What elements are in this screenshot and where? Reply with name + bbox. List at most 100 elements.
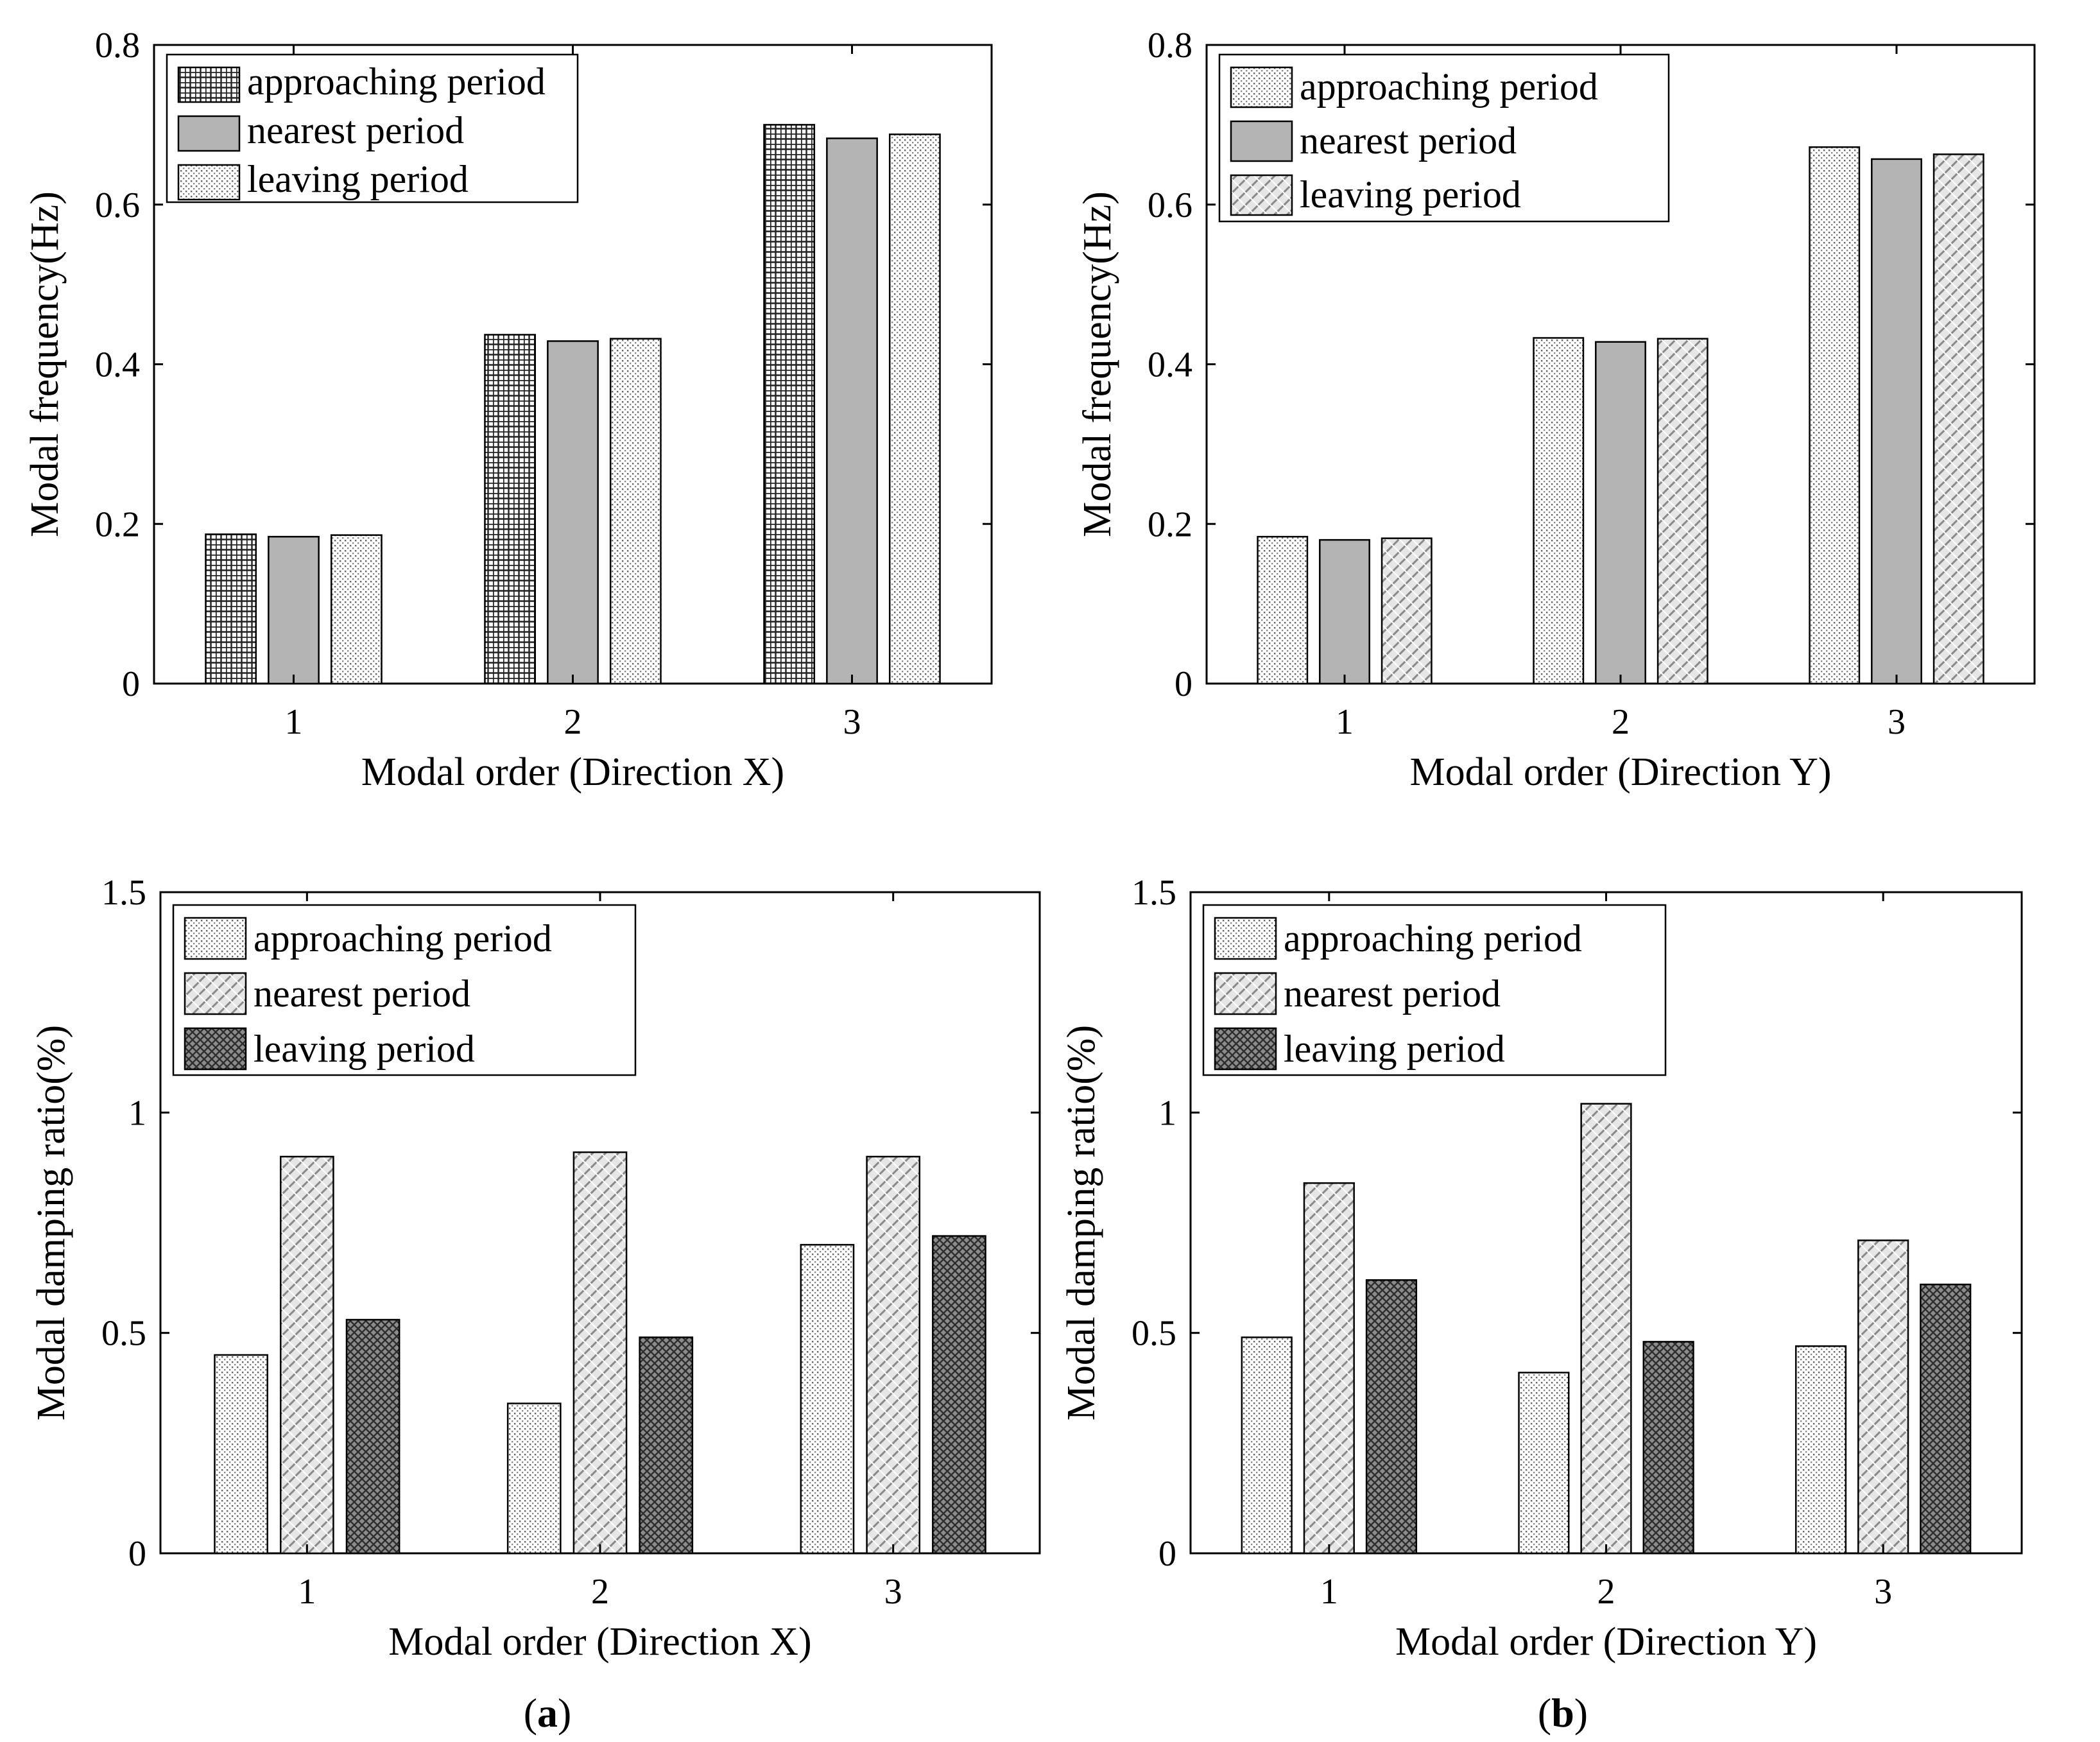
bar-approaching-period-2: [1518, 1372, 1570, 1555]
y-axis-label: Modal damping ratio(%): [30, 1025, 73, 1420]
panel-label-a-close: ): [558, 1690, 571, 1736]
bar-leaving-period-1: [345, 1318, 400, 1555]
x-axis-label: Modal order (Direction Y): [1395, 1620, 1817, 1664]
bar-nearest-period-2: [547, 340, 599, 685]
y-tick-label: 0: [122, 664, 140, 704]
panel-label-b-close: ): [1574, 1690, 1588, 1736]
legend-swatch-nearest-period: [1230, 120, 1293, 162]
legend-entry-approaching-period: approaching period: [1284, 917, 1582, 960]
bar-nearest-period-1: [1319, 539, 1370, 685]
legend-entry-approaching-period: approaching period: [254, 917, 552, 960]
y-tick-label: 0.2: [95, 504, 140, 544]
bar-approaching-period-2: [484, 334, 537, 685]
y-tick-label: 0.4: [1148, 345, 1192, 385]
chart-frequency-direction-x: 0 0.2 0.4 0.6 0.8 1 2 3 Modal order (Direction X…: [23, 26, 993, 794]
x-tick-label: 1: [298, 1572, 316, 1612]
y-tick-label: 0: [1175, 664, 1192, 704]
x-tick-label: 2: [591, 1572, 609, 1612]
bar-approaching-period-3: [800, 1244, 855, 1555]
chart-frequency-direction-y: 0 0.2 0.4 0.6 0.8 1 2 3 Modal order (Direction Y…: [1076, 26, 2036, 794]
panel-label-b: (b): [1538, 1690, 1588, 1736]
legend-entry-leaving-period: leaving period: [247, 158, 469, 200]
chart-damping-direction-y: 0 0.5 1 1.5 1 2 3 Modal order (Direction Y) Moda…: [1060, 873, 2023, 1664]
y-tick-label: 0.5: [1132, 1314, 1176, 1354]
x-tick-label: 3: [1888, 702, 1906, 742]
x-tick-label: 3: [884, 1572, 902, 1612]
bar-leaving-period-3: [1920, 1283, 1972, 1555]
y-tick-label: 0.6: [1148, 185, 1192, 225]
y-tick-label: 0.8: [95, 26, 140, 65]
legend-entry-leaving-period: leaving period: [254, 1028, 475, 1070]
bar-leaving-period-1: [330, 534, 383, 685]
x-tick-label: 1: [1336, 702, 1354, 742]
legend: approaching period nearest period leaving …: [1218, 53, 1670, 223]
legend-swatch-leaving-period: [1230, 174, 1293, 216]
bar-nearest-period-2: [572, 1151, 628, 1555]
legend-swatch-approaching-period: [1230, 66, 1293, 108]
bar-leaving-period-3: [888, 134, 941, 685]
legend-swatch-nearest-period: [1214, 972, 1277, 1015]
bar-approaching-period-1: [214, 1354, 268, 1555]
legend-swatch-leaving-period: [1214, 1027, 1277, 1071]
panel-label-b-letter: b: [1551, 1690, 1574, 1736]
legend-box: [1218, 53, 1670, 223]
bar-nearest-period-2: [1580, 1103, 1632, 1555]
bar-leaving-period-2: [1642, 1341, 1694, 1555]
x-axis-label: Modal order (Direction X): [361, 750, 784, 794]
legend-swatch-approaching-period: [1214, 917, 1277, 960]
y-axis-label: Modal frequency(Hz): [23, 191, 67, 537]
y-tick-label: 0: [128, 1534, 146, 1574]
legend-box: [172, 904, 637, 1076]
panel-label-a-open: (: [524, 1690, 537, 1736]
y-tick-label: 1.5: [101, 873, 146, 913]
legend: approaching period nearest period leaving …: [172, 904, 637, 1076]
legend-entry-nearest-period: nearest period: [1284, 972, 1501, 1015]
legend-swatch-leaving-period: [184, 1027, 247, 1071]
x-axis-label: Modal order (Direction Y): [1409, 750, 1831, 794]
legend: approaching period nearest period leaving …: [1202, 904, 1667, 1076]
legend-swatch-approaching-period: [184, 917, 247, 960]
bar-nearest-period-1: [279, 1155, 334, 1555]
bar-leaving-period-2: [1657, 338, 1708, 685]
legend: approaching period nearest period leaving …: [166, 53, 579, 203]
bar-leaving-period-1: [1365, 1279, 1418, 1555]
x-tick-label: 1: [1320, 1572, 1338, 1612]
y-tick-label: 1: [128, 1093, 146, 1133]
y-tick-label: 0.2: [1148, 504, 1192, 544]
x-tick-label: 2: [1597, 1572, 1615, 1612]
panel-label-b-open: (: [1538, 1690, 1551, 1736]
bar-leaving-period-2: [639, 1336, 694, 1555]
legend-swatch-leaving-period: [177, 164, 241, 201]
panel-label-a-letter: a: [537, 1690, 558, 1736]
y-tick-label: 1.5: [1132, 873, 1176, 913]
bar-approaching-period-2: [506, 1402, 562, 1555]
bar-approaching-period-3: [763, 124, 816, 685]
y-tick-label: 0.5: [101, 1314, 146, 1354]
bar-leaving-period-2: [609, 338, 662, 685]
y-tick-label: 1: [1158, 1093, 1176, 1133]
panel-label-a: (a): [524, 1690, 572, 1736]
bar-approaching-period-1: [1257, 535, 1309, 685]
bar-leaving-period-3: [1932, 153, 1984, 685]
legend-entry-nearest-period: nearest period: [247, 109, 464, 151]
legend-box: [1202, 904, 1667, 1076]
legend-entry-approaching-period: approaching period: [1300, 65, 1598, 108]
legend-entry-leaving-period: leaving period: [1300, 173, 1521, 216]
bar-nearest-period-1: [1303, 1182, 1355, 1555]
x-tick-label: 3: [843, 702, 861, 742]
legend-swatch-approaching-period: [177, 66, 241, 103]
legend-swatch-nearest-period: [177, 115, 241, 152]
y-axis-label: Modal damping ratio(%): [1060, 1025, 1103, 1420]
y-tick-label: 0.6: [95, 185, 140, 225]
x-tick-label: 2: [564, 702, 582, 742]
bar-approaching-period-3: [1794, 1345, 1847, 1555]
legend-entry-approaching-period: approaching period: [247, 60, 546, 103]
legend-swatch-nearest-period: [184, 972, 247, 1015]
legend-entry-nearest-period: nearest period: [1300, 119, 1517, 162]
y-tick-label: 0: [1158, 1534, 1176, 1574]
bar-nearest-period-1: [268, 535, 320, 685]
legend-entry-leaving-period: leaving period: [1284, 1028, 1505, 1070]
x-axis-label: Modal order (Direction X): [388, 1620, 811, 1664]
x-tick-label: 2: [1612, 702, 1630, 742]
